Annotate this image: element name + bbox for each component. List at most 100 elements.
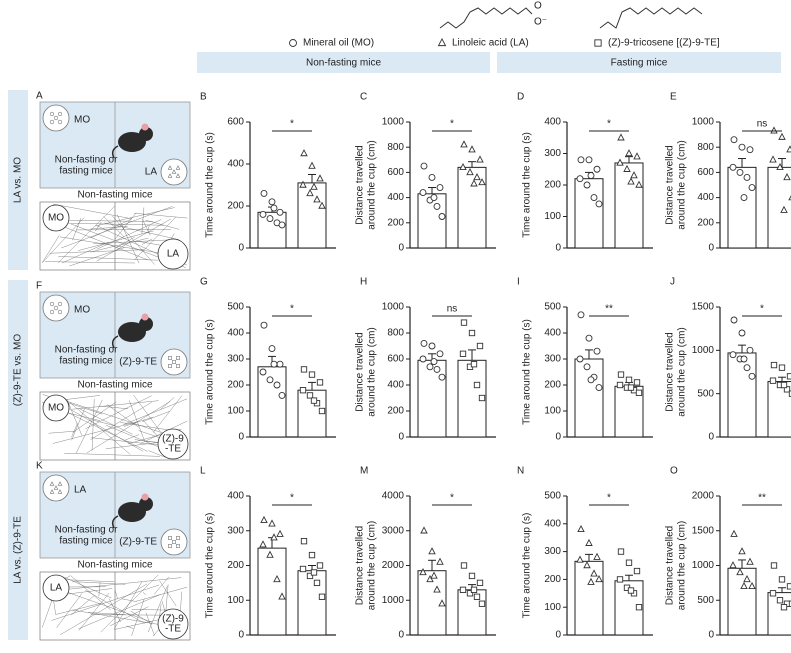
data-point (576, 355, 584, 363)
data-point (617, 133, 625, 141)
y-tick-label: 500 (697, 595, 714, 606)
track-path (78, 593, 110, 631)
cup-odor-icon (171, 169, 177, 174)
y-tick-label: 500 (227, 302, 244, 313)
cup-label: (Z)-9-TE (119, 537, 157, 548)
track-path (45, 261, 135, 264)
y-axis-label: Time around the cup (s) (522, 132, 533, 238)
data-point (577, 524, 585, 533)
y-axis-label: Distance travelled (355, 145, 366, 224)
cup-odor-icon (168, 544, 172, 548)
track-path (78, 408, 133, 435)
data-point (617, 548, 625, 555)
y-tick-label: 500 (697, 388, 714, 399)
header-label: Fasting mice (611, 58, 668, 69)
track-path (142, 592, 147, 595)
data-point (308, 371, 316, 378)
data-point (270, 360, 278, 368)
data-point (300, 149, 308, 157)
data-point (473, 593, 481, 600)
data-point (313, 579, 321, 587)
cup-odor-icon (167, 173, 173, 178)
track-cup (157, 608, 189, 640)
significance-label: * (760, 304, 764, 315)
track-path (64, 577, 112, 599)
track-path (66, 398, 82, 436)
cup-odor-icon (49, 119, 55, 125)
track-path (58, 256, 159, 261)
data-point (436, 350, 444, 358)
data-point (270, 204, 278, 212)
data-point (743, 574, 751, 583)
y-tick-label: 0 (398, 432, 404, 443)
significance-label: * (290, 493, 294, 504)
mouse-head (139, 127, 153, 141)
y-tick-label: 1500 (692, 302, 715, 313)
track-path (59, 236, 177, 256)
data-point (623, 164, 631, 172)
data-point (748, 184, 756, 191)
data-point (786, 583, 791, 590)
bar (727, 567, 757, 636)
y-tick-label: 1000 (382, 595, 405, 606)
track-path (56, 593, 83, 628)
track-path (67, 401, 181, 439)
y-tick-label: 100 (227, 406, 244, 417)
significance-label: * (607, 493, 611, 504)
track-path (121, 598, 137, 602)
y-axis-label: around the cup (cm) (677, 327, 688, 417)
cup-odor-icon (53, 485, 59, 490)
data-point (478, 178, 486, 186)
track-path (142, 411, 170, 422)
atom-label: O⁻ (534, 17, 547, 28)
data-point (476, 155, 484, 163)
track-path (85, 395, 152, 429)
y-axis-label: around the cup (cm) (367, 327, 378, 417)
row-label: LA vs. MO (13, 157, 24, 203)
cup-odor-icon (168, 356, 172, 360)
y-tick-label: 100 (544, 602, 561, 613)
data-point (438, 213, 446, 220)
legend-label: Linoleic acid (LA) (452, 38, 529, 49)
y-tick-label: 300 (544, 148, 561, 159)
track-cup (157, 238, 189, 270)
significance-label: * (607, 119, 611, 130)
data-point (633, 567, 641, 575)
data-point (776, 597, 784, 604)
data-point (478, 394, 486, 402)
data-point (780, 205, 788, 213)
data-point (438, 599, 446, 607)
y-tick-label: 1000 (692, 117, 715, 128)
data-point (776, 162, 784, 171)
data-point (433, 202, 441, 210)
data-point (310, 397, 318, 404)
significance-label: ** (758, 493, 766, 504)
data-point (268, 345, 276, 353)
track-path (64, 453, 160, 457)
bar (297, 182, 327, 249)
panel-letter: L (200, 466, 206, 477)
data-point (778, 576, 786, 583)
track-path (126, 625, 134, 629)
track-path (98, 582, 101, 597)
y-tick-label: 0 (398, 630, 404, 641)
panel-letter: O (670, 466, 678, 477)
track-path (112, 215, 155, 265)
y-tick-label: 800 (697, 142, 714, 153)
panel-letter: C (360, 92, 367, 103)
data-point (746, 557, 754, 565)
y-axis-label: Time around the cup (s) (205, 319, 216, 425)
cup-odor-icon (175, 165, 181, 170)
mouse-label: fasting mice (59, 356, 113, 367)
track-cup (157, 428, 189, 460)
data-point (748, 581, 756, 590)
cup-odor-icon (176, 544, 180, 548)
panel-letter: J (670, 277, 675, 288)
track-cup-label: MO (48, 403, 64, 414)
y-axis-label: Distance travelled (665, 145, 676, 224)
data-point (593, 165, 601, 173)
data-point (593, 347, 601, 355)
track-path (71, 423, 78, 438)
data-point (459, 162, 467, 171)
y-tick-label: 1000 (692, 560, 715, 571)
